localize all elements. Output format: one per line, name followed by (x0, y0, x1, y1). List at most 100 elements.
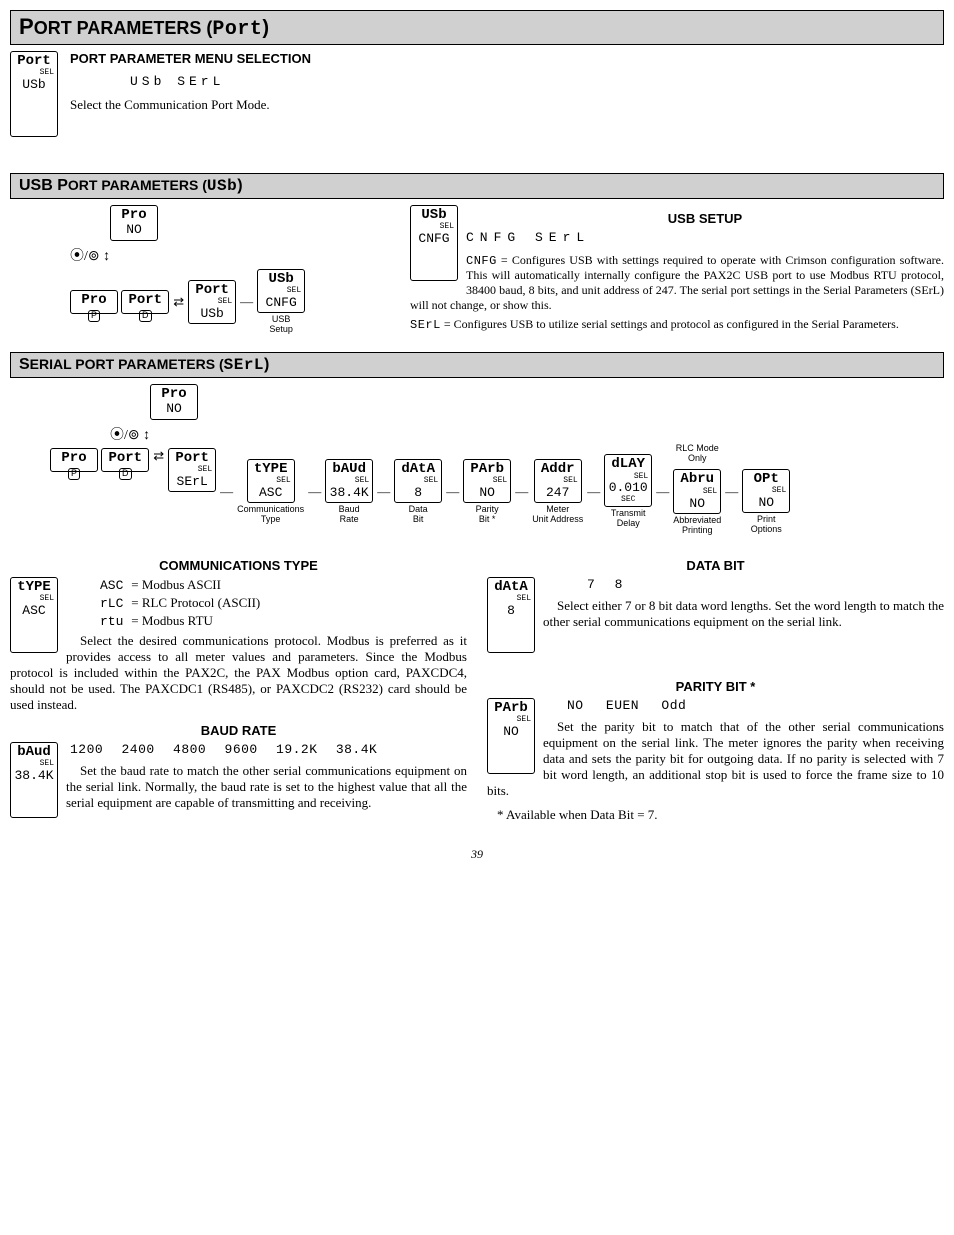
baud-l1: bAud (12, 745, 56, 760)
main-header: PORT PARAMETERS (Port) (10, 10, 944, 45)
header-suf: ) (262, 17, 269, 39)
sflow-top: Pro NO (150, 384, 198, 420)
db-box: dAtA SEL 8 (487, 577, 535, 653)
baud-title: BAUD RATE (10, 723, 467, 738)
lower-params: COMMUNICATIONS TYPE tYPE SEL ASC ASC = M… (10, 552, 944, 827)
serial-box-5: dLAYSEL0.010SEC (604, 454, 652, 507)
flow-top: Pro NO (110, 205, 158, 241)
usb-header: USB PORT PARAMETERS (USb) (10, 173, 944, 199)
connector: — (725, 484, 738, 500)
lp2: Port D (121, 290, 169, 314)
fm2: USb (190, 307, 234, 321)
port-text: Select the Communication Port Mode. (70, 97, 944, 113)
flow-box-7: OPtSELNOPrint Options (742, 449, 790, 535)
fm1: Port (190, 283, 234, 298)
serial-box-0: tYPESELASC (247, 459, 295, 503)
fr2: CNFG (259, 296, 303, 310)
pb-title: PARITY BIT * (487, 679, 944, 694)
nav: ⦿/⊚ (70, 249, 100, 264)
connector: — (656, 484, 669, 500)
db-opts: 7 8 (587, 577, 944, 592)
usb-flow: Pro NO ⦿/⊚ ↕ Pro P Port D ⇄ Port SEL USb… (10, 205, 390, 336)
usb-s-l1: USb (412, 208, 456, 223)
ct-box: tYPE SEL ASC (10, 577, 58, 653)
header-p: P (19, 14, 34, 39)
flow-right-wrap: USb SEL CNFG USB Setup (257, 269, 305, 335)
usb-pre: USB P (19, 177, 68, 194)
port-menu-section: Port SEL USb PORT PARAMETER MENU SELECTI… (10, 51, 944, 141)
header-seg: Port (212, 18, 262, 41)
ct-text: Select the desired communications protoc… (10, 633, 467, 713)
pb-l1: PArb (489, 701, 533, 716)
usb-s-l2: CNFG (412, 232, 456, 246)
port-menu-title: PORT PARAMETER MENU SELECTION (70, 51, 944, 66)
usb-seg: USb (207, 177, 237, 195)
connector: — (377, 484, 390, 500)
sfm2: SErL (170, 475, 214, 489)
db-text: Select either 7 or 8 bit data word lengt… (487, 598, 944, 630)
serial-box-4: AddrSEL247 (534, 459, 582, 503)
rlc-label: RLC Mode Only (673, 444, 721, 464)
flow-box-0: tYPESELASCCommunications Type (237, 459, 304, 525)
port-l2: USb (12, 78, 56, 92)
serial-box-label-2: Data Bit (394, 505, 442, 525)
serial-box-label-4: Meter Unit Address (532, 505, 583, 525)
db-title: DATA BIT (487, 558, 944, 573)
usb-setup-opts: CNFG SErL (430, 230, 944, 245)
connector: — (515, 484, 528, 500)
usb-setup-box: USb SEL CNFG (410, 205, 458, 281)
flow-box-2: dAtASEL8Data Bit (394, 459, 442, 525)
flow-mid: Port SEL USb (188, 280, 236, 324)
pb-l2: NO (489, 725, 533, 739)
connector: — (446, 484, 459, 500)
ct-def-1: rLC = RLC Protocol (ASCII) (100, 595, 467, 611)
baud-block: bAud SEL 38.4K 1200 2400 4800 9600 19.2K… (10, 742, 467, 822)
pb-text: Set the parity bit to match that of the … (487, 719, 944, 799)
db-block: dAtA SEL 8 7 8 Select either 7 or 8 bit … (487, 577, 944, 657)
usb-suf: ) (237, 177, 242, 194)
db-l1: dAtA (489, 580, 533, 595)
sleft-pair: Pro P Port D (50, 448, 149, 472)
sft1: Pro (152, 387, 196, 402)
sflow-row: Pro P Port D ⇄ Port SEL SErL —tYPESELASC… (50, 448, 944, 536)
serial-box-label-7: Print Options (742, 515, 790, 535)
page-number: 39 (10, 847, 944, 862)
connector: — (220, 484, 233, 500)
serial-box-6: AbruSELNO (673, 469, 721, 513)
connector: — (587, 484, 600, 500)
serial-box-label-3: Parity Bit * (463, 505, 511, 525)
port-opts: USb SErL (130, 74, 944, 89)
usb-def-1: SErL = Configures USB to utilize serial … (410, 317, 944, 332)
flow-box-4: AddrSEL247Meter Unit Address (532, 459, 583, 525)
usb-defs: CNFG = Configures USB with settings requ… (410, 253, 944, 332)
sarr1: ⇄ (153, 448, 164, 464)
baud-text: Set the baud rate to match the other ser… (10, 763, 467, 811)
baud-opts: 1200 2400 4800 9600 19.2K 38.4K (70, 742, 467, 757)
serial-box-2: dAtASEL8 (394, 459, 442, 503)
ser-seg: SErL (224, 356, 264, 374)
ct-defs: ASC = Modbus ASCII rLC = RLC Protocol (A… (10, 577, 467, 629)
baud-box: bAud SEL 38.4K (10, 742, 58, 818)
port-l1: Port (12, 54, 56, 69)
baud-l2: 38.4K (12, 769, 56, 783)
serial-box-label-5: Transmit Delay (604, 509, 652, 529)
left-col: COMMUNICATIONS TYPE tYPE SEL ASC ASC = M… (10, 552, 467, 827)
serial-box-1: bAUdSEL38.4K (325, 459, 373, 503)
serial-boxes: —tYPESELASCCommunications Type—bAUdSEL38… (220, 448, 790, 536)
usb-setup: USb SEL CNFG USB SETUP CNFG SErL CNFG = … (410, 205, 944, 336)
nav-icons: ⦿/⊚ ↕ (70, 245, 390, 265)
sfm1: Port (170, 451, 214, 466)
p-btn: P (88, 310, 100, 322)
serial-flow: Pro NO ⦿/⊚ ↕ Pro P Port D ⇄ Port SEL SEr… (50, 384, 944, 536)
flow-box-3: PArbSELNOParity Bit * (463, 459, 511, 525)
serial-box-label-6: Abbreviated Printing (673, 516, 721, 536)
snav: ⦿/⊚ ↕ (110, 424, 944, 444)
db-l2: 8 (489, 604, 533, 618)
lp1: Pro P (70, 290, 118, 314)
ct-title: COMMUNICATIONS TYPE (10, 558, 467, 573)
ct-l2: ASC (12, 604, 56, 618)
sft2: NO (152, 402, 196, 416)
pb-note: * Available when Data Bit = 7. (497, 807, 944, 823)
arrows1: ⇄ (173, 294, 184, 310)
flow-mid-row: Pro P Port D ⇄ Port SEL USb — USb SEL CN… (70, 269, 390, 335)
